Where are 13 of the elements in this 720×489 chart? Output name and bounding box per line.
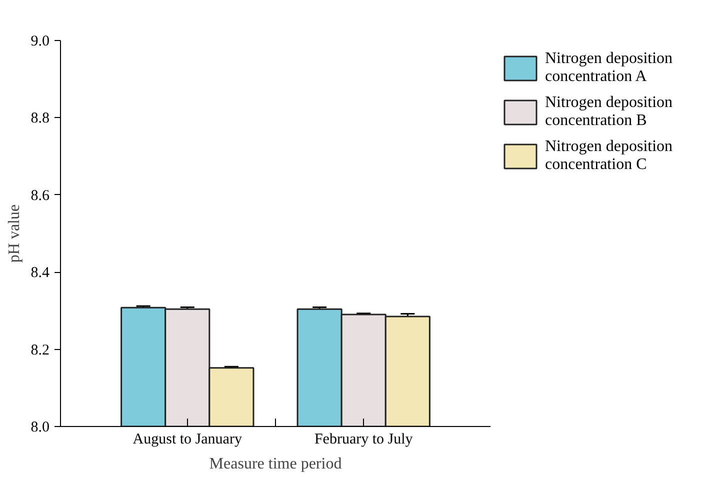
x-tick-label: August to January	[132, 432, 242, 448]
y-tick-label: 8.8	[30, 110, 50, 127]
x-axis-title: Measure time period	[209, 456, 342, 472]
y-tick-label: 8.4	[30, 265, 50, 282]
x-tick-label: February to July	[314, 432, 414, 448]
y-tick-label: 8.2	[30, 342, 50, 358]
legend-label: Nitrogen deposition concentration A	[545, 50, 673, 86]
text: 9.0	[30, 34, 50, 50]
legend-label: Nitrogen deposition concentration B	[545, 94, 673, 130]
text: 8.0	[30, 420, 50, 436]
legend-label: Nitrogen deposition concentration C	[545, 138, 673, 174]
y-tick-label: 8.6	[30, 188, 50, 204]
y-axis-title: pH value	[6, 204, 23, 263]
